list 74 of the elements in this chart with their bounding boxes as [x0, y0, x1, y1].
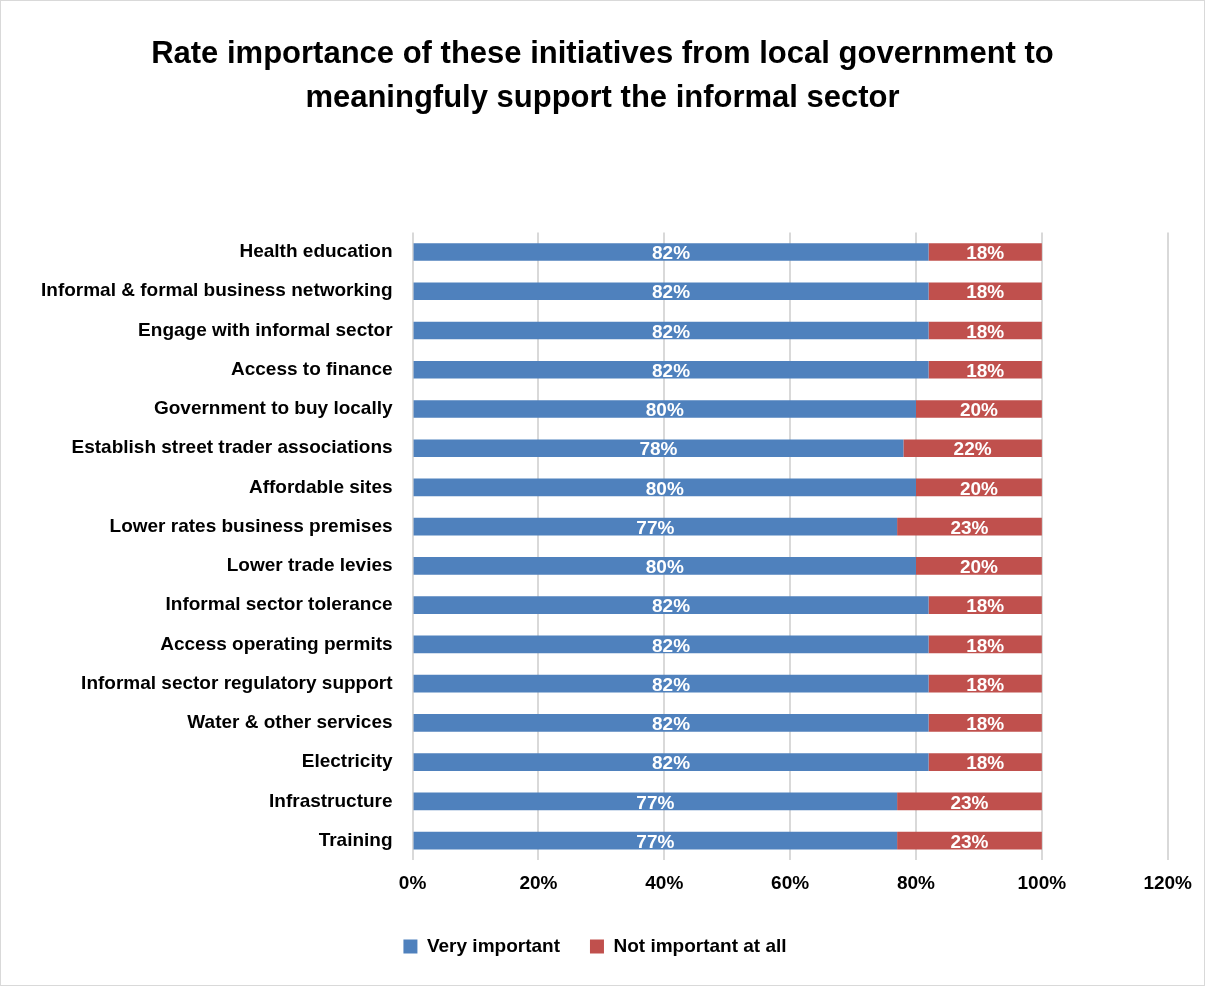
data-label: 80% — [645, 399, 684, 421]
data-label: 18% — [966, 359, 1005, 381]
bar — [413, 439, 904, 458]
x-tick-label: 40% — [645, 871, 684, 893]
bar — [413, 321, 929, 340]
y-tick-label: Lower rates business premises — [109, 514, 393, 536]
data-label: 82% — [652, 634, 691, 656]
data-label: 80% — [645, 556, 684, 578]
y-tick-label: Access operating permits — [160, 632, 393, 654]
y-tick-label: Informal sector tolerance — [165, 593, 393, 615]
y-tick-label: Water & other services — [187, 711, 393, 733]
y-tick-label: Engage with informal sector — [138, 318, 394, 340]
y-tick-label: Government to buy locally — [153, 397, 393, 419]
bar — [413, 282, 929, 301]
data-label: 78% — [639, 438, 678, 460]
data-label: 18% — [966, 281, 1005, 303]
bar — [413, 243, 929, 261]
bar — [413, 714, 929, 732]
bar — [413, 478, 916, 497]
data-label: 20% — [959, 477, 999, 499]
legend-label: Very important — [426, 934, 561, 956]
bar — [413, 792, 898, 811]
data-label: 82% — [652, 673, 691, 695]
bar — [413, 557, 916, 575]
data-label: 80% — [645, 477, 684, 499]
data-label: 23% — [950, 516, 989, 538]
bar — [413, 674, 929, 693]
data-label: 18% — [966, 673, 1005, 695]
chart-title: Rate importance of these initiatives from local government to meaningfuly support the informal sector — [150, 34, 1055, 116]
y-tick-label: Training — [318, 828, 393, 850]
data-label: 20% — [959, 399, 999, 421]
data-label: 82% — [652, 359, 691, 381]
legend-label: Not important at all — [613, 934, 787, 956]
data-label: 77% — [636, 791, 675, 813]
data-label: 18% — [966, 713, 1005, 735]
data-label: 82% — [652, 242, 691, 264]
y-tick-label: Lower trade levies — [226, 554, 393, 576]
data-label: 82% — [652, 320, 691, 342]
data-label: 77% — [636, 516, 675, 538]
data-label: 18% — [966, 320, 1005, 342]
y-tick-label: Health education — [239, 240, 393, 262]
y-tick-label: Informal & formal business networking — [40, 279, 393, 301]
data-label: 82% — [652, 595, 691, 617]
data-label: 77% — [636, 830, 675, 852]
x-tick-label: 80% — [896, 871, 936, 893]
data-label: 82% — [652, 281, 691, 303]
data-label: 22% — [953, 438, 992, 460]
y-tick-label: Access to finance — [230, 357, 393, 379]
y-tick-label: Informal sector regulatory support — [81, 671, 394, 693]
data-label: 18% — [966, 634, 1005, 656]
data-label: 23% — [950, 830, 989, 852]
bar — [413, 831, 898, 850]
bar — [413, 596, 929, 614]
data-label: 18% — [966, 595, 1005, 617]
data-label: 18% — [966, 242, 1005, 264]
bar — [413, 635, 929, 654]
x-tick-label: 0% — [398, 871, 427, 893]
y-tick-label: Electricity — [301, 750, 393, 772]
x-tick-label: 60% — [771, 871, 810, 893]
y-tick-label: Establish street trader associations — [71, 436, 393, 458]
x-tick-label: 20% — [519, 871, 558, 893]
y-tick-label: Affordable sites — [248, 475, 393, 497]
x-tick-label: 100% — [1017, 871, 1067, 893]
bar — [413, 753, 929, 771]
data-label: 82% — [652, 752, 691, 774]
data-label: 23% — [950, 791, 989, 813]
bar — [413, 400, 916, 418]
data-label: 18% — [966, 752, 1005, 774]
y-tick-label: Infrastructure — [269, 789, 393, 811]
bar — [413, 360, 929, 379]
data-label: 82% — [652, 713, 691, 735]
data-label: 20% — [959, 556, 999, 578]
x-tick-label: 120% — [1143, 871, 1193, 893]
bar — [413, 517, 898, 536]
